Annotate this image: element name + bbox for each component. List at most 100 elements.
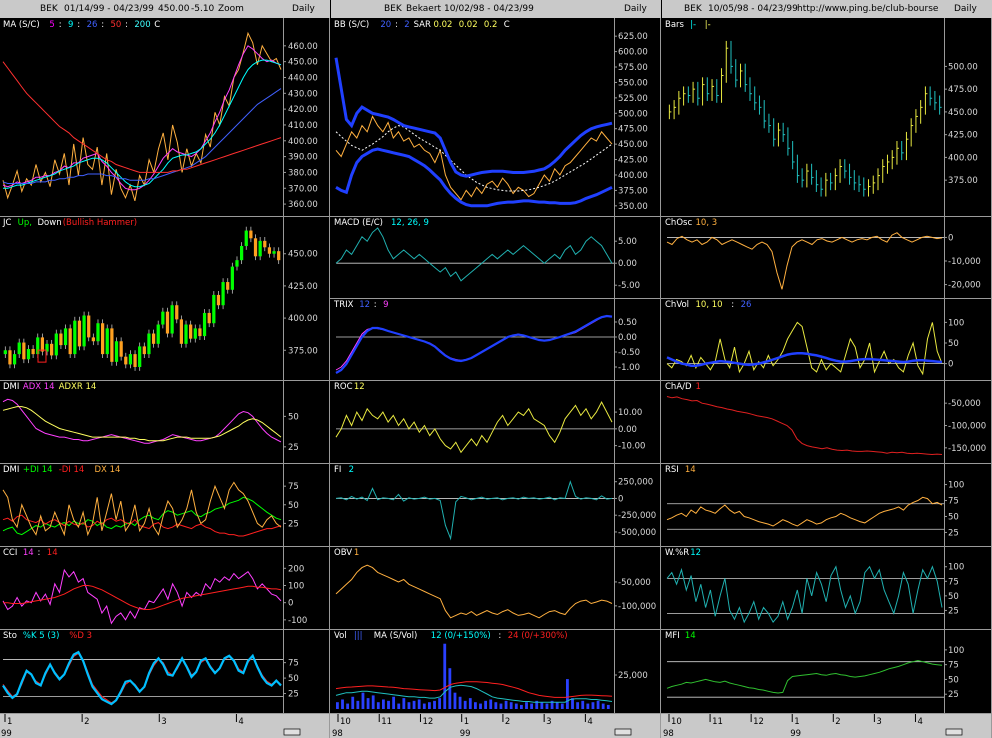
x-tick-label: 1 bbox=[7, 717, 12, 727]
y-tick-label: 0.00 bbox=[618, 333, 637, 343]
period-dropdown[interactable]: Daily bbox=[954, 4, 977, 14]
candle-body bbox=[277, 251, 281, 261]
legend-entry: 9 bbox=[383, 300, 388, 310]
x-tick-label: 11 bbox=[712, 717, 723, 727]
y-tick-label: 425.00 bbox=[288, 282, 318, 292]
candle-body bbox=[17, 342, 21, 355]
y-tick-label: 450.00 bbox=[288, 250, 318, 260]
scroll-arrows-button bbox=[283, 728, 301, 736]
x-axis-bar bbox=[330, 714, 660, 738]
y-tick-label: 0 bbox=[618, 494, 623, 504]
candle-body bbox=[119, 341, 123, 357]
candle-body bbox=[179, 319, 184, 344]
volume-bar bbox=[571, 698, 574, 709]
y-tick-label: 0.00 bbox=[618, 259, 637, 269]
y-tick-label: 400.00 bbox=[948, 153, 978, 163]
x-tick-label: 3 bbox=[161, 717, 166, 727]
series-line bbox=[666, 352, 943, 367]
candle-body bbox=[26, 348, 31, 360]
y-tick-label: 200 bbox=[288, 564, 304, 574]
candle-body bbox=[239, 246, 244, 261]
y-tick-label: 390.00 bbox=[288, 153, 318, 163]
volume-bar bbox=[402, 698, 406, 709]
legend-entry: (Bullish Hammer) bbox=[63, 218, 137, 228]
y-tick-label: -1.00 bbox=[618, 363, 640, 373]
volume-bar bbox=[525, 702, 528, 709]
zoom-label[interactable]: Zoom bbox=[218, 4, 244, 14]
volume-bar bbox=[356, 700, 360, 709]
y-tick-label: -5.00 bbox=[618, 281, 640, 291]
candle-body bbox=[207, 312, 211, 324]
column-header-1: BEK 01/14/99 - 04/23/99 450.00 -5.10 Zoo… bbox=[0, 0, 330, 18]
legend-entry: BB (S/C) bbox=[334, 20, 369, 30]
volume-bar bbox=[520, 704, 523, 709]
y-tick-label: 400.00 bbox=[288, 137, 318, 147]
volume-bar bbox=[433, 700, 436, 709]
x-tick-label: 2 bbox=[84, 717, 89, 727]
y-tick-label: 50 bbox=[288, 412, 299, 422]
volume-bar bbox=[591, 702, 595, 709]
y-tick-label: 50 bbox=[948, 592, 959, 602]
legend-entry: 12 bbox=[359, 300, 370, 310]
company-name: Bekaert bbox=[406, 4, 442, 14]
column-header-2: BEK Bekaert 10/02/98 - 04/23/99 Daily bbox=[331, 0, 661, 18]
period-dropdown[interactable]: Daily bbox=[624, 4, 647, 14]
y-tick-label: 350.00 bbox=[618, 202, 648, 212]
legend-entry: 0.2 bbox=[484, 20, 498, 30]
y-tick-label: 50 bbox=[288, 674, 299, 684]
y-tick-label: 425.00 bbox=[618, 156, 648, 166]
legend-entry: 12 (0/+150%) bbox=[431, 631, 491, 641]
x-tick-label: 4 bbox=[917, 717, 922, 727]
x-axis-bar bbox=[0, 714, 329, 738]
y-tick-label: 75 bbox=[948, 497, 959, 507]
series-line bbox=[335, 401, 613, 454]
x-axis-bar bbox=[661, 714, 991, 738]
legend-entry: 14 bbox=[23, 548, 34, 558]
volume-bar bbox=[504, 700, 508, 709]
volume-bar bbox=[581, 700, 585, 709]
volume-bar bbox=[468, 698, 472, 709]
y-tick-label: 100 bbox=[948, 481, 964, 491]
legend-entry: JC bbox=[2, 218, 12, 228]
candle-body bbox=[54, 333, 58, 356]
candle-body bbox=[170, 305, 174, 334]
scroll-arrows-button bbox=[614, 728, 632, 736]
legend-entry: ADXR 14 bbox=[59, 382, 97, 392]
volume-bar bbox=[453, 692, 457, 709]
legend-entry: : bbox=[498, 631, 501, 641]
series-line bbox=[666, 396, 943, 456]
y-tick-label: 75 bbox=[948, 661, 959, 671]
candle-body bbox=[147, 333, 151, 355]
volume-bar bbox=[586, 703, 590, 709]
legend-entry: W.%R bbox=[665, 548, 689, 558]
series-line bbox=[335, 681, 613, 698]
volume-bar bbox=[484, 700, 488, 709]
y-tick-label: 400.00 bbox=[288, 314, 318, 324]
series-line bbox=[3, 59, 282, 189]
series-line bbox=[666, 496, 943, 527]
y-tick-label: 100 bbox=[948, 563, 964, 573]
series-line bbox=[335, 314, 613, 374]
y-tick-label: 440.00 bbox=[288, 73, 318, 83]
volume-bar bbox=[566, 679, 569, 709]
legend-entry: 1 bbox=[354, 548, 359, 558]
series-line bbox=[2, 650, 282, 706]
legend-entry: ChVol bbox=[665, 300, 689, 310]
legend-entry: 24 (0/+300%) bbox=[508, 631, 568, 641]
price-change: -5.10 bbox=[191, 4, 215, 14]
series-line bbox=[666, 565, 943, 624]
scroll-arrows-button bbox=[945, 728, 963, 736]
y-tick-label: 50 bbox=[288, 501, 299, 511]
candle-body bbox=[138, 346, 142, 367]
y-tick-label: -150,000 bbox=[948, 444, 986, 454]
volume-bar bbox=[514, 703, 518, 709]
legend-entry: CCI bbox=[3, 548, 17, 558]
candle-body bbox=[63, 328, 68, 346]
candle-body bbox=[142, 346, 146, 355]
volume-bar bbox=[428, 702, 431, 709]
y-tick-label: 375.00 bbox=[618, 186, 648, 196]
period-dropdown[interactable]: Daily bbox=[292, 4, 315, 14]
y-tick-label: 0 bbox=[948, 360, 953, 370]
legend-entry: 0.02 bbox=[434, 20, 453, 30]
legend-entry: : bbox=[59, 20, 62, 30]
